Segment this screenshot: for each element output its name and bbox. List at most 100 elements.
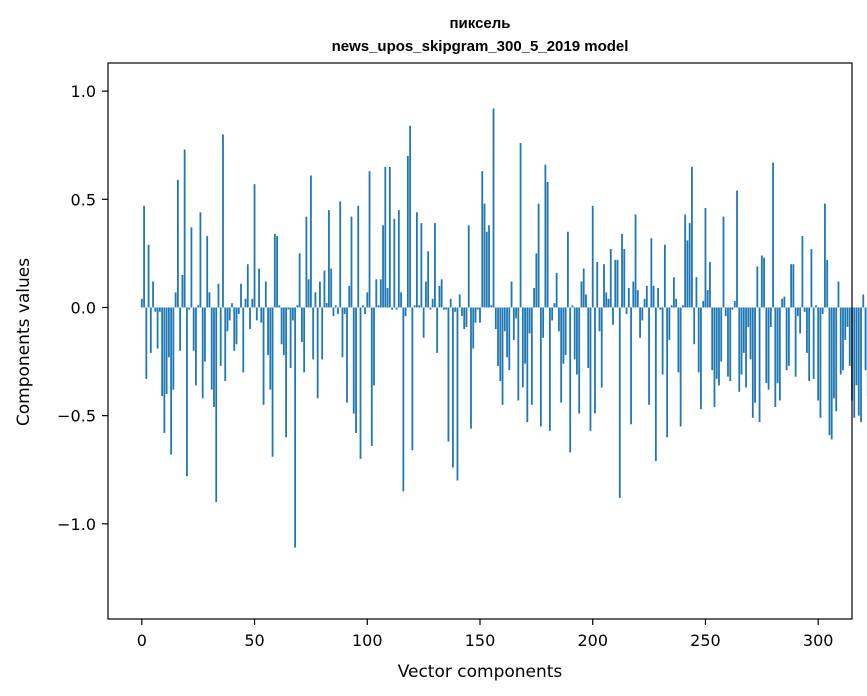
bar xyxy=(452,307,454,468)
bar xyxy=(724,307,727,317)
bar xyxy=(262,307,265,405)
bar xyxy=(833,307,835,399)
bar xyxy=(632,281,635,308)
bar xyxy=(740,307,743,375)
bar xyxy=(228,307,231,321)
bar xyxy=(659,307,662,310)
bar xyxy=(310,175,312,308)
bar xyxy=(470,307,472,429)
bar xyxy=(391,307,393,310)
bar xyxy=(837,281,840,308)
bar xyxy=(772,162,774,308)
bar xyxy=(645,285,648,308)
bar xyxy=(436,307,439,353)
bar xyxy=(249,307,251,330)
bar xyxy=(815,305,817,308)
bar xyxy=(411,307,414,451)
bar xyxy=(497,307,499,366)
bar xyxy=(337,307,339,314)
bar xyxy=(364,307,366,314)
bar xyxy=(623,249,626,308)
bar xyxy=(864,307,867,371)
bar xyxy=(438,285,441,308)
bar xyxy=(666,307,669,438)
bar xyxy=(808,307,811,382)
bar xyxy=(199,212,202,308)
bar xyxy=(783,296,786,308)
bar xyxy=(298,253,301,308)
bar xyxy=(404,307,407,317)
bar xyxy=(319,281,321,308)
bar xyxy=(215,307,218,503)
bar xyxy=(332,307,335,317)
bar xyxy=(567,231,569,308)
bar xyxy=(373,307,375,386)
bar xyxy=(844,307,847,340)
bar xyxy=(812,307,815,379)
bar xyxy=(474,307,477,323)
bar xyxy=(278,305,281,308)
bar xyxy=(174,292,177,308)
y-axis-ticks: 1.0 0.5 0.0 −0.5 −1.0 xyxy=(57,82,108,534)
bar xyxy=(765,307,768,384)
bar xyxy=(224,307,227,382)
bar xyxy=(650,238,653,308)
bar xyxy=(456,307,459,481)
bar xyxy=(582,268,585,308)
bar xyxy=(190,227,193,308)
bar xyxy=(546,181,549,308)
bar xyxy=(303,307,306,373)
bar xyxy=(415,212,418,308)
bar xyxy=(648,307,650,405)
bar xyxy=(323,270,326,308)
bar xyxy=(481,171,484,308)
bar xyxy=(156,307,159,349)
bar xyxy=(395,307,398,310)
bar xyxy=(422,307,425,338)
bar xyxy=(501,307,504,405)
bar xyxy=(519,143,522,308)
bar xyxy=(612,307,614,325)
bar xyxy=(343,307,346,314)
bar xyxy=(512,307,515,340)
bar xyxy=(760,255,763,308)
bar xyxy=(366,292,369,308)
y-tick-label: −1.0 xyxy=(57,515,96,534)
bar xyxy=(657,288,660,308)
bar xyxy=(781,298,784,308)
bar xyxy=(576,307,578,375)
x-tick-label: 300 xyxy=(803,631,834,650)
bar xyxy=(253,184,256,308)
bar xyxy=(718,307,720,386)
bar xyxy=(352,307,355,414)
bar xyxy=(143,205,145,308)
bar xyxy=(742,307,745,353)
bar xyxy=(769,307,772,327)
bar xyxy=(330,268,333,308)
bar xyxy=(704,207,707,308)
bar xyxy=(697,307,700,373)
bar xyxy=(661,307,664,375)
bar xyxy=(639,307,641,338)
bar xyxy=(616,259,619,308)
bar xyxy=(573,307,576,360)
bar xyxy=(792,264,795,308)
bar xyxy=(161,307,164,397)
bar xyxy=(233,307,236,351)
bar xyxy=(713,307,716,407)
bar xyxy=(355,307,357,433)
bar xyxy=(305,216,308,308)
bar xyxy=(799,307,802,334)
x-axis-ticks: 0 50 100 150 200 250 300 xyxy=(137,619,834,650)
bar xyxy=(458,294,461,308)
bar xyxy=(147,244,150,308)
bar xyxy=(314,292,317,308)
bar xyxy=(785,307,788,371)
bar xyxy=(688,223,691,308)
x-tick-label: 0 xyxy=(137,631,147,650)
x-tick-label: 200 xyxy=(577,631,608,650)
bar xyxy=(427,251,430,308)
bar xyxy=(695,277,698,308)
bar xyxy=(751,307,754,418)
bar xyxy=(503,307,506,332)
